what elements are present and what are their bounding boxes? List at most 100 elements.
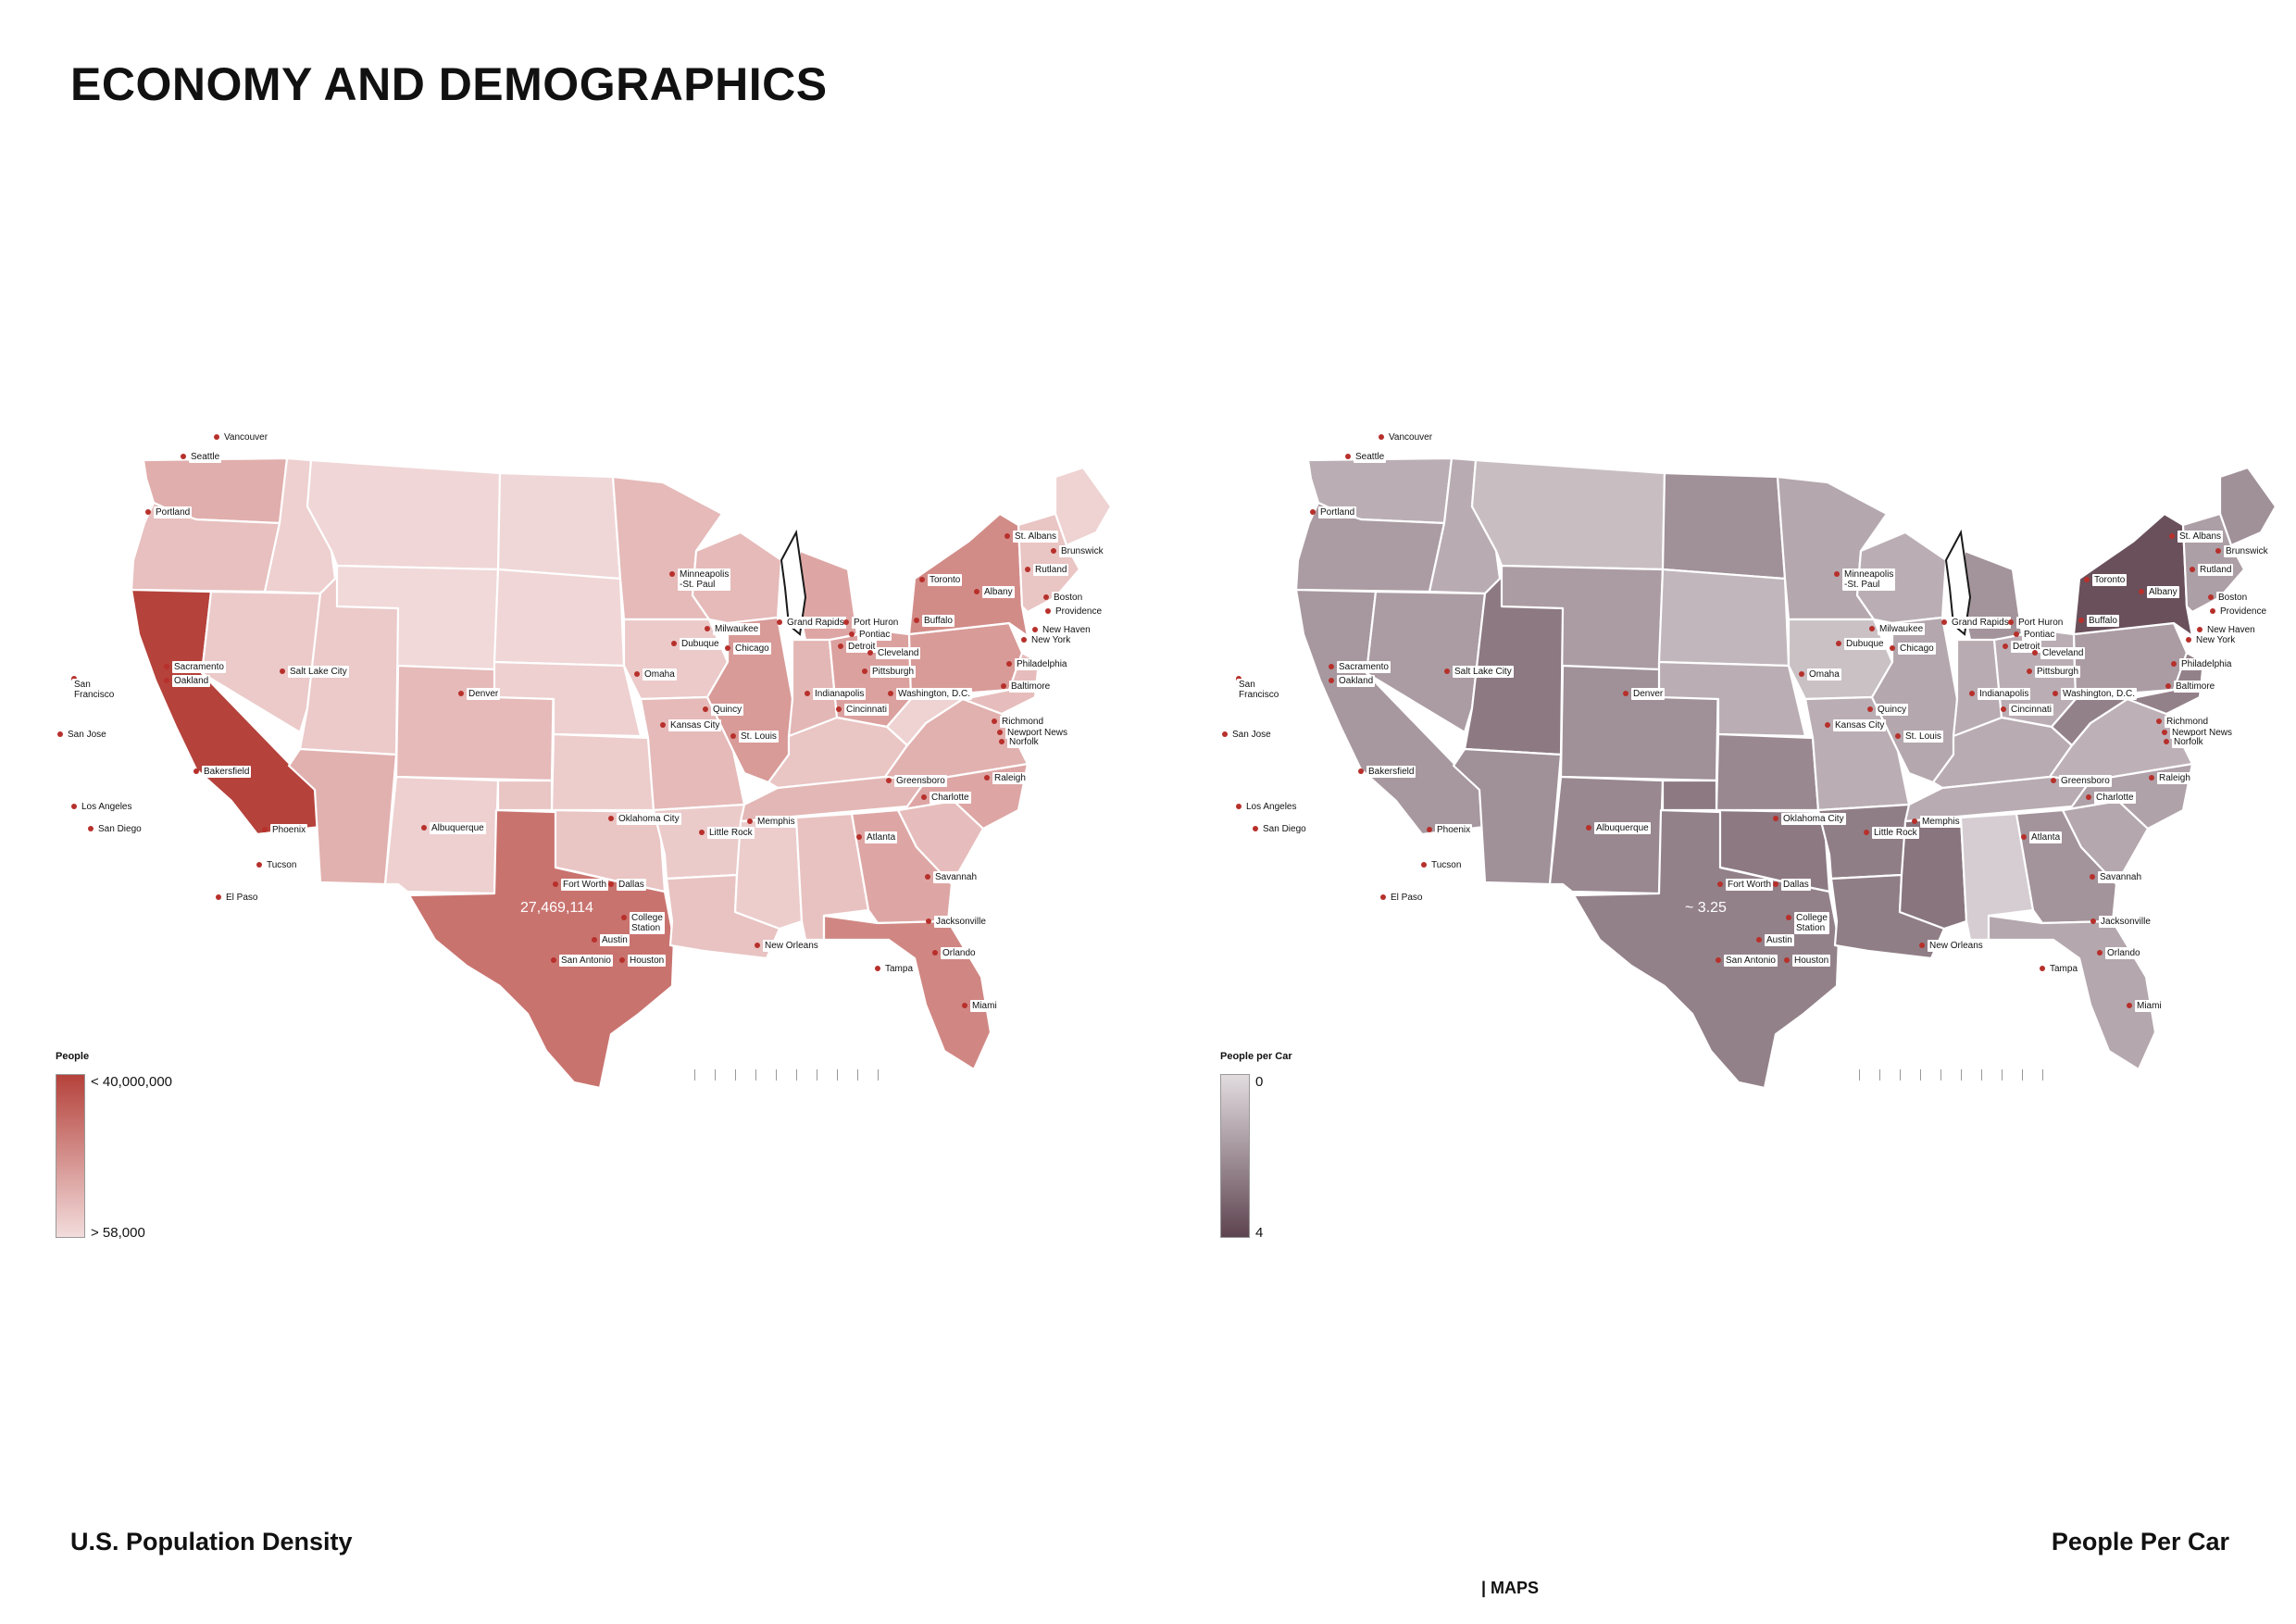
city-marker xyxy=(1799,671,1804,677)
city-marker xyxy=(2156,718,2162,724)
city-label: Miami xyxy=(2135,1000,2164,1012)
city-marker xyxy=(164,664,169,669)
city-marker xyxy=(1786,915,1791,920)
state-fl xyxy=(822,914,992,1071)
city-label: St. Albans xyxy=(1013,531,1059,543)
city-label: New Orleans xyxy=(1928,940,1985,952)
legend-min-label: 0 xyxy=(1255,1074,1264,1090)
city-marker xyxy=(1716,957,1721,963)
city-label: Houston xyxy=(628,955,667,967)
state-ut xyxy=(298,564,400,756)
city-label: Kansas City xyxy=(668,719,722,731)
city-marker xyxy=(1051,548,1056,554)
city-label: Raleigh xyxy=(992,772,1028,784)
city-label: Orlando xyxy=(941,947,978,959)
city-marker xyxy=(256,862,262,868)
city-marker xyxy=(671,641,677,646)
city-marker xyxy=(984,775,990,781)
state-nd xyxy=(1661,471,1787,581)
city-label: St. Louis xyxy=(739,731,779,743)
city-marker xyxy=(2197,627,2202,632)
city-marker xyxy=(962,1003,967,1008)
city-marker xyxy=(926,918,931,924)
city-label: Boston xyxy=(1052,592,1085,604)
state-ut xyxy=(1463,564,1565,756)
legend-min-label: > 58,000 xyxy=(91,1225,145,1241)
city-label: San Francisco xyxy=(1237,679,1281,701)
city-label: Savannah xyxy=(933,871,980,883)
city-marker xyxy=(1919,943,1925,948)
city-marker xyxy=(2186,637,2191,643)
city-label: Buffalo xyxy=(922,615,955,627)
city-label: Albany xyxy=(2147,586,2179,598)
city-label: Brunswick xyxy=(2224,545,2270,557)
city-label: Albany xyxy=(982,586,1015,598)
city-label: New Haven xyxy=(2205,624,2257,636)
city-label: Baltimore xyxy=(1009,681,1053,693)
city-label: New York xyxy=(2194,634,2238,646)
city-label: Sacramento xyxy=(1337,661,1391,673)
city-marker xyxy=(1784,957,1790,963)
city-marker xyxy=(2127,1003,2132,1008)
city-label: Philadelphia xyxy=(2179,658,2234,670)
city-marker xyxy=(2171,661,2177,667)
right-map-caption: People Per Car xyxy=(2051,1528,2229,1555)
city-marker xyxy=(1834,571,1840,577)
legend-color-ramp xyxy=(1220,1074,1250,1238)
city-marker xyxy=(669,571,675,577)
city-label: Little Rock xyxy=(707,827,755,839)
city-label: Phoenix xyxy=(1435,824,1473,836)
city-marker xyxy=(181,454,186,459)
city-label: San Jose xyxy=(66,729,108,741)
city-marker xyxy=(932,950,938,956)
city-marker xyxy=(974,589,980,594)
city-marker xyxy=(1358,768,1364,774)
state-sd xyxy=(493,568,626,668)
city-label: Salt Lake City xyxy=(288,666,349,678)
city-label: Tampa xyxy=(2048,963,2080,975)
city-label: Providence xyxy=(1054,606,1104,618)
city-label: Detroit xyxy=(846,641,878,653)
city-marker xyxy=(1623,691,1628,696)
city-marker xyxy=(1427,827,1432,832)
city-marker xyxy=(2084,577,2090,582)
city-marker xyxy=(705,626,710,631)
city-marker xyxy=(2001,706,2006,712)
city-label: Dallas xyxy=(1781,879,1811,891)
city-marker xyxy=(1869,626,1875,631)
city-label: Brunswick xyxy=(1059,545,1105,557)
lake-michigan xyxy=(780,529,807,636)
city-label: New Orleans xyxy=(763,940,820,952)
city-label: Pontiac xyxy=(2022,629,2057,641)
city-marker xyxy=(2149,775,2154,781)
city-label: Norfolk xyxy=(2172,736,2205,748)
city-label: Chicago xyxy=(733,643,771,655)
city-label: San Diego xyxy=(96,823,144,835)
city-marker xyxy=(730,733,736,739)
city-marker xyxy=(805,691,810,696)
city-label: Oakland xyxy=(1337,675,1376,687)
city-marker xyxy=(57,731,63,737)
city-marker xyxy=(1836,641,1841,646)
city-marker xyxy=(849,631,855,637)
city-label: Fort Worth xyxy=(561,879,609,891)
legend-title: People per Car xyxy=(1220,1051,1292,1062)
city-label: Jacksonville xyxy=(2099,916,2152,928)
city-label: El Paso xyxy=(1389,892,1425,904)
city-label: St. Albans xyxy=(2177,531,2224,543)
city-marker xyxy=(193,768,199,774)
city-marker xyxy=(634,671,640,677)
city-marker xyxy=(1969,691,1975,696)
city-marker xyxy=(999,739,1004,744)
city-label: Phoenix xyxy=(270,824,308,836)
city-label: Port Huron xyxy=(852,617,901,629)
city-marker xyxy=(1864,830,1869,835)
city-label: New Haven xyxy=(1041,624,1092,636)
city-marker xyxy=(699,830,705,835)
city-label: Seattle xyxy=(1354,451,1387,463)
city-label: Pittsburgh xyxy=(2035,666,2081,678)
legend-color-ramp xyxy=(56,1074,85,1238)
city-label: Quincy xyxy=(1876,704,1909,716)
city-marker xyxy=(2086,794,2091,800)
city-label: San Jose xyxy=(1230,729,1273,741)
